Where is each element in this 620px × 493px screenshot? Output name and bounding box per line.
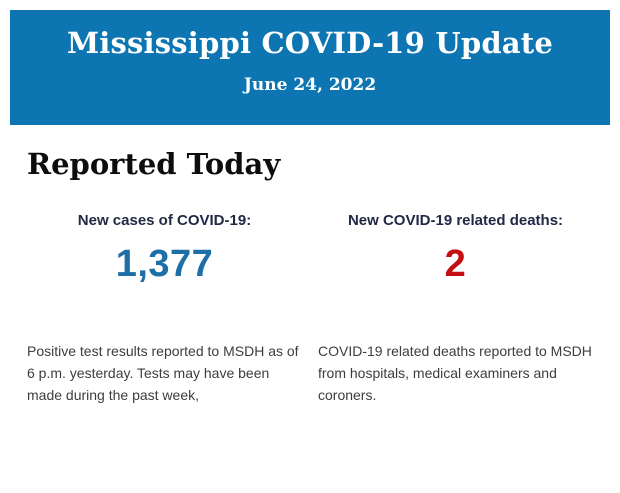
section-heading: Reported Today	[27, 147, 281, 181]
header-banner: Mississippi COVID-19 Update June 24, 202…	[10, 10, 610, 125]
new-cases-label: New cases of COVID-19:	[77, 212, 252, 229]
new-cases-value: 1,377	[115, 243, 214, 285]
page-title: Mississippi COVID-19 Update	[66, 26, 554, 60]
new-deaths-value: 2	[444, 243, 467, 285]
new-deaths-label: New COVID-19 related deaths:	[347, 212, 564, 229]
new-deaths-description: COVID-19 related deaths reported to MSDH…	[318, 343, 592, 403]
covid-update-page: Mississippi COVID-19 Update June 24, 202…	[0, 10, 620, 493]
stats-grid: New cases of COVID-19: 1,377 Positive te…	[27, 213, 593, 406]
reported-today-section: Reported Today New cases of COVID-19: 1,…	[0, 146, 620, 406]
report-date: June 24, 2022	[243, 75, 377, 95]
new-cases-description: Positive test results reported to MSDH a…	[27, 343, 299, 403]
new-deaths-stat: New COVID-19 related deaths: 2 COVID-19 …	[318, 213, 593, 406]
new-cases-stat: New cases of COVID-19: 1,377 Positive te…	[27, 213, 302, 406]
